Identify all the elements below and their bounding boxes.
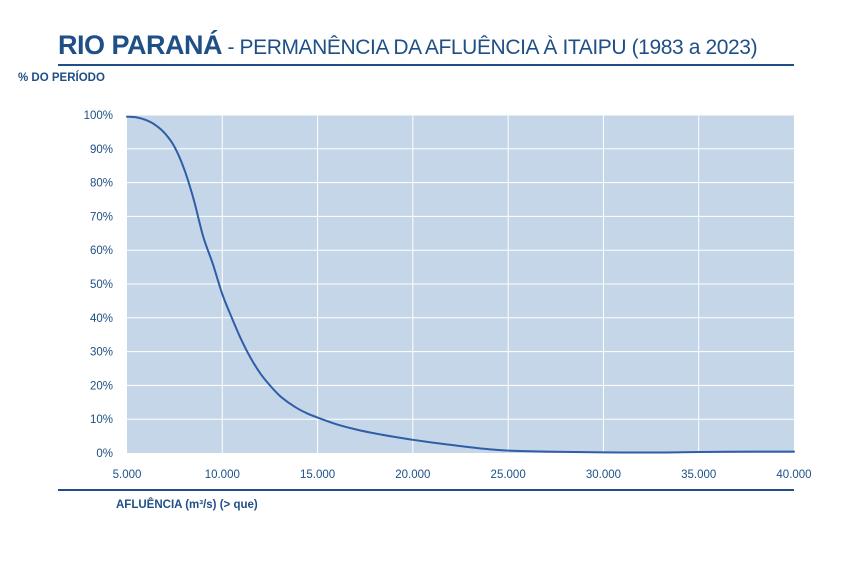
x-tick-label: 15.000 xyxy=(300,469,335,481)
y-tick-label: 70% xyxy=(90,211,113,223)
y-tick-label: 20% xyxy=(90,380,113,392)
x-axis-divider xyxy=(58,489,794,491)
title-divider xyxy=(58,64,794,66)
x-axis-label: AFLUÊNCIA (m³/s) (> que) xyxy=(116,499,258,511)
x-tick-label: 10.000 xyxy=(205,469,240,481)
y-tick-label: 90% xyxy=(90,144,113,156)
y-tick-label: 40% xyxy=(90,313,113,325)
y-tick-label: 30% xyxy=(90,347,113,359)
y-tick-label: 50% xyxy=(90,279,113,291)
x-tick-label: 5.000 xyxy=(113,469,142,481)
x-tick-label: 30.000 xyxy=(586,469,621,481)
y-tick-label: 60% xyxy=(90,245,113,257)
series-line xyxy=(126,115,795,454)
y-tick-label: 100% xyxy=(84,110,113,122)
chart-title-sub: - PERMANÊNCIA DA AFLUÊNCIA À ITAIPU (198… xyxy=(222,36,758,59)
chart-title: RIO PARANÁ - PERMANÊNCIA DA AFLUÊNCIA À … xyxy=(58,30,758,61)
y-tick-label: 0% xyxy=(96,448,113,460)
chart-title-main: RIO PARANÁ xyxy=(58,30,223,60)
y-tick-label: 80% xyxy=(90,178,113,190)
y-tick-label: 10% xyxy=(90,414,113,426)
x-tick-label: 35.000 xyxy=(681,469,716,481)
x-tick-label: 25.000 xyxy=(491,469,526,481)
y-axis-label: % DO PERÍODO xyxy=(18,72,105,84)
x-tick-label: 20.000 xyxy=(395,469,430,481)
x-tick-label: 40.000 xyxy=(776,469,811,481)
